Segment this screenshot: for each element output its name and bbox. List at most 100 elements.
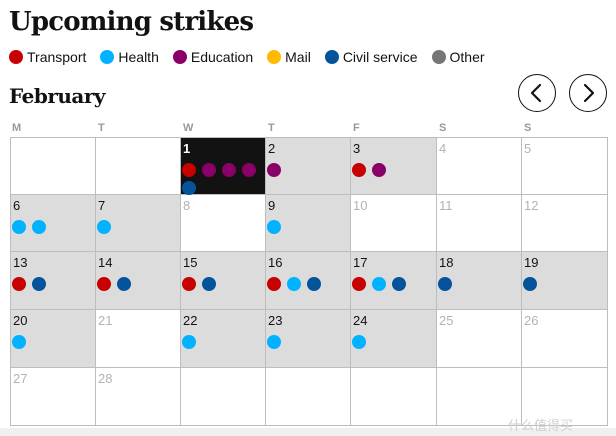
- health-strike-dot: [32, 220, 46, 234]
- day-number: 7: [98, 198, 106, 213]
- calendar-day-cell[interactable]: 11: [437, 195, 522, 252]
- calendar-day-cell[interactable]: 1: [181, 137, 266, 195]
- calendar-grid: 1 2 3 4 5 6 7 8 9 10 11 12 13 14 15 16 17 18 19 20 21 22 23 24 2…: [10, 137, 608, 426]
- calendar-day-cell[interactable]: 7: [96, 195, 181, 252]
- transport-strike-dot: [97, 277, 111, 291]
- calendar-day-cell[interactable]: 20: [10, 310, 96, 368]
- day-number: 13: [13, 255, 28, 270]
- transport-strike-dot: [267, 277, 281, 291]
- calendar-day-cell[interactable]: 12: [522, 195, 608, 252]
- calendar-day-cell[interactable]: 6: [10, 195, 96, 252]
- calendar-day-cell[interactable]: 14: [96, 252, 181, 310]
- weekday-label: S: [439, 122, 447, 134]
- chevron-right-icon: [583, 83, 595, 103]
- civil-strike-dot: [182, 181, 196, 195]
- day-number: 18: [439, 255, 454, 270]
- previous-month-button[interactable]: [518, 74, 556, 112]
- footer-strip: [0, 428, 616, 436]
- transport-strike-dot: [352, 277, 366, 291]
- day-number: 1: [183, 141, 191, 156]
- health-strike-dot: [287, 277, 301, 291]
- calendar-day-cell: [437, 368, 522, 426]
- calendar-day-cell[interactable]: 13: [10, 252, 96, 310]
- strike-dots: [267, 220, 349, 238]
- calendar-day-cell[interactable]: 21: [96, 310, 181, 368]
- strike-dots: [523, 277, 605, 295]
- civil-strike-dot: [392, 277, 406, 291]
- day-number: 23: [268, 313, 283, 328]
- calendar-day-cell[interactable]: 22: [181, 310, 266, 368]
- weekday-label: M: [12, 122, 22, 134]
- calendar-day-cell[interactable]: 25: [437, 310, 522, 368]
- day-number: 21: [98, 313, 113, 328]
- strike-dots: [12, 277, 94, 295]
- calendar-day-cell[interactable]: 24: [351, 310, 437, 368]
- day-number: 19: [524, 255, 539, 270]
- education-strike-dot: [202, 163, 216, 177]
- civil-strike-dot: [202, 277, 216, 291]
- strike-dots: [267, 277, 349, 295]
- legend-dot: [100, 50, 115, 64]
- calendar-day-cell[interactable]: 15: [181, 252, 266, 310]
- civil-strike-dot: [438, 277, 452, 291]
- weekday-label: F: [353, 122, 361, 134]
- strike-dots: [352, 277, 434, 295]
- day-number: 14: [98, 255, 113, 270]
- strike-dots: [12, 335, 94, 353]
- calendar-day-cell[interactable]: 27: [10, 368, 96, 426]
- calendar-day-cell[interactable]: 18: [437, 252, 522, 310]
- month-title: February: [9, 84, 106, 108]
- calendar-day-cell[interactable]: 28: [96, 368, 181, 426]
- strike-dots: [438, 277, 520, 295]
- day-number: 8: [183, 198, 191, 213]
- day-number: 22: [183, 313, 198, 328]
- education-strike-dot: [372, 163, 386, 177]
- calendar-day-cell[interactable]: 16: [266, 252, 351, 310]
- calendar-day-cell: [266, 368, 351, 426]
- calendar-day-cell[interactable]: 10: [351, 195, 437, 252]
- next-month-button[interactable]: [569, 74, 607, 112]
- day-number: 17: [353, 255, 368, 270]
- day-number: 4: [439, 141, 447, 156]
- calendar-day-cell[interactable]: 9: [266, 195, 351, 252]
- civil-strike-dot: [307, 277, 321, 291]
- day-number: 10: [353, 198, 368, 213]
- calendar-day-cell[interactable]: 5: [522, 137, 608, 195]
- legend-dot: [9, 50, 23, 64]
- education-strike-dot: [267, 163, 281, 177]
- legend-item: Other: [431, 48, 485, 66]
- legend-label: Other: [449, 49, 485, 65]
- weekday-label: T: [98, 122, 106, 134]
- legend-label: Mail: [285, 49, 311, 65]
- calendar-day-cell[interactable]: 2: [266, 137, 351, 195]
- strike-dots: [182, 335, 264, 353]
- calendar-day-cell[interactable]: 17: [351, 252, 437, 310]
- strike-dots: [267, 163, 349, 181]
- weekday-label: W: [183, 122, 194, 134]
- strike-dots: [12, 220, 94, 238]
- calendar-day-cell[interactable]: 19: [522, 252, 608, 310]
- day-number: 16: [268, 255, 283, 270]
- transport-strike-dot: [182, 277, 196, 291]
- calendar-day-cell: [181, 368, 266, 426]
- calendar-day-cell[interactable]: 8: [181, 195, 266, 252]
- day-number: 24: [353, 313, 368, 328]
- transport-strike-dot: [12, 277, 26, 291]
- legend-item: Civil service: [324, 48, 418, 66]
- day-number: 12: [524, 198, 539, 213]
- health-strike-dot: [267, 220, 281, 234]
- transport-strike-dot: [182, 163, 196, 177]
- transport-strike-dot: [352, 163, 366, 177]
- civil-strike-dot: [523, 277, 537, 291]
- calendar-day-cell[interactable]: 4: [437, 137, 522, 195]
- strike-dots: [267, 335, 349, 353]
- legend-dot: [172, 50, 187, 64]
- day-number: 11: [439, 198, 453, 213]
- calendar-day-cell[interactable]: 26: [522, 310, 608, 368]
- day-number: 28: [98, 371, 113, 386]
- calendar-day-cell[interactable]: 3: [351, 137, 437, 195]
- civil-strike-dot: [32, 277, 46, 291]
- calendar-day-cell[interactable]: 23: [266, 310, 351, 368]
- calendar-day-cell: [351, 368, 437, 426]
